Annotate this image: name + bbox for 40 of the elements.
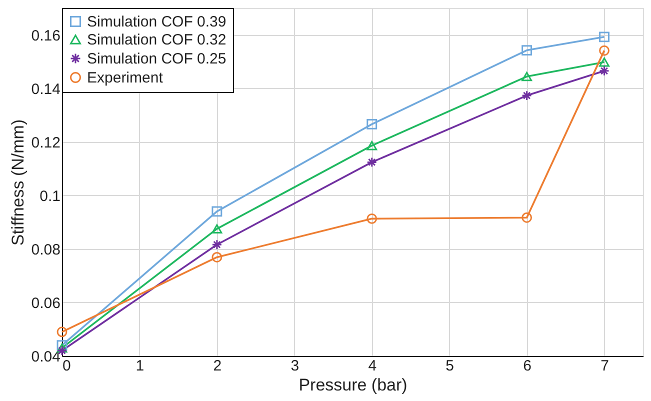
point <box>366 156 378 168</box>
point <box>212 239 222 250</box>
legend-label: Simulation COF 0.32 <box>87 32 226 48</box>
x-axis-title: Pressure (bar) <box>298 376 408 394</box>
y-tick-label: 0.1 <box>40 188 60 205</box>
x-tick-label: 6 <box>523 358 532 374</box>
x-tick-label: 3 <box>290 358 300 374</box>
point <box>366 213 378 224</box>
y-tick-label: 0.14 <box>31 80 60 98</box>
y-axis-title: Stiffness (N/mm) <box>8 119 28 246</box>
y-tick-label: 0.12 <box>31 134 60 152</box>
point <box>522 90 532 101</box>
y-tick-label: 0.16 <box>31 27 60 44</box>
y-tick-label: 0.04 <box>31 348 60 366</box>
x-tick-label: 0 <box>62 358 71 374</box>
point <box>366 118 378 130</box>
point <box>599 45 610 56</box>
legend-label: Simulation COF 0.39 <box>87 14 226 30</box>
point <box>366 140 378 150</box>
point <box>212 206 222 217</box>
point <box>599 32 610 42</box>
point <box>599 66 610 76</box>
point <box>56 326 68 338</box>
y-tick-label: 0.08 <box>31 241 60 258</box>
x-tick-label: 4 <box>368 358 377 374</box>
point <box>56 343 68 353</box>
point <box>522 45 532 56</box>
point <box>599 57 610 67</box>
point <box>212 224 222 234</box>
x-tick-label: 1 <box>136 358 144 374</box>
point <box>522 72 532 82</box>
point <box>56 340 68 351</box>
legend-label: Experiment <box>87 70 164 86</box>
point <box>212 252 222 262</box>
x-tick-label: 7 <box>600 358 609 374</box>
point <box>522 212 532 223</box>
x-tick-label: 5 <box>446 358 454 374</box>
x-tick-label: 2 <box>213 358 222 374</box>
legend-label: Simulation COF 0.25 <box>87 50 226 68</box>
y-tick-label: 0.06 <box>31 294 60 312</box>
